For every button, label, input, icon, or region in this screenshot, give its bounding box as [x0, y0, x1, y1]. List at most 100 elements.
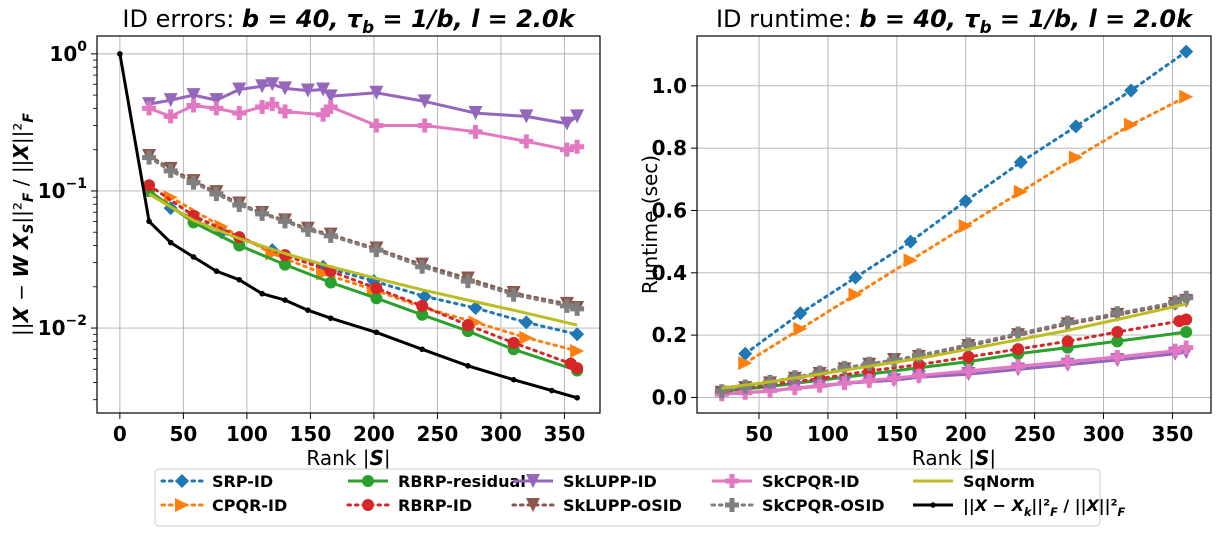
legend-label: RBRP-residual	[398, 472, 526, 491]
data-point	[1068, 150, 1083, 165]
data-point	[209, 101, 224, 116]
data-point	[146, 218, 152, 225]
data-point	[373, 329, 380, 336]
data-point	[1179, 340, 1194, 355]
series-line	[148, 82, 578, 126]
y-tick-label: 0.2	[652, 323, 687, 347]
data-point	[369, 118, 384, 133]
data-point	[958, 219, 973, 234]
data-point	[837, 360, 852, 375]
series-cpqr-id	[738, 89, 1194, 371]
data-point	[571, 362, 584, 375]
data-point	[887, 371, 902, 386]
data-point	[417, 289, 432, 304]
axes-frame	[696, 35, 1212, 414]
data-point	[519, 134, 534, 149]
x-tick-label: 200	[353, 422, 395, 446]
data-point	[570, 109, 585, 124]
data-point	[417, 94, 432, 109]
y-tick-label: 10−1	[38, 176, 87, 203]
data-point	[848, 270, 863, 285]
data-point	[862, 356, 877, 371]
data-point	[912, 358, 925, 371]
data-point	[209, 187, 224, 202]
data-point	[236, 276, 243, 283]
data-point	[519, 109, 534, 124]
data-point	[548, 387, 555, 394]
y-axis-label: ||X − W XS||²F / ||X||²F​	[9, 113, 37, 336]
x-tick-label: 250	[417, 422, 459, 446]
grid	[97, 36, 600, 413]
legend-entry-skcpqr-id: SkCPQR-ID	[712, 472, 859, 491]
legend: SRP-ID CPQR-ID RBRP-residual RBRP-ID SkLUPP-…	[154, 468, 1125, 527]
series-rbrp-residual	[143, 184, 584, 377]
data-point	[1124, 117, 1139, 132]
data-point	[232, 82, 247, 97]
data-point	[1011, 359, 1026, 374]
data-point	[1011, 326, 1026, 341]
legend-entry-srp-id: SRP-ID	[160, 472, 273, 491]
runtime-plot: 50 100 150 200 250 300 350 0.0 0.2 0.4 0.6 0.8 1.0 ID…	[638, 5, 1212, 470]
data-point	[1168, 295, 1183, 310]
data-point	[163, 109, 178, 124]
legend-entry-sqnorm: SqNorm	[913, 472, 1035, 491]
x-tick-label: 300	[480, 422, 522, 446]
data-point	[209, 93, 224, 108]
data-point	[559, 116, 574, 131]
data-point	[186, 88, 201, 103]
data-point	[848, 287, 863, 302]
data-point	[862, 373, 877, 388]
data-point	[190, 254, 197, 260]
series-line	[743, 50, 1188, 356]
data-point	[793, 321, 808, 336]
data-point	[369, 85, 384, 100]
data-point	[277, 214, 292, 229]
data-point	[163, 190, 178, 205]
data-point	[316, 107, 331, 122]
legend-entry-sklupp-id: SkLUPP-ID	[513, 472, 657, 491]
legend-label: SkLUPP-OSID	[563, 496, 682, 515]
data-point	[265, 97, 280, 112]
data-point	[305, 307, 311, 313]
chart-title: ID runtime: b = 40, τb​ = 1/b, l = 2.0k	[716, 5, 1194, 37]
series-x-x-k-f-x-f	[117, 51, 580, 401]
legend-entry-x-x-k-f-x-f: ||X − Xk||²F / ||X||²F​	[913, 496, 1125, 519]
data-point	[327, 315, 334, 321]
data-point	[419, 346, 425, 353]
data-point	[468, 124, 483, 139]
y-tick-label: 0.4	[652, 261, 687, 285]
data-point	[255, 79, 270, 94]
x-tick-label: 350	[1152, 422, 1194, 446]
legend-entry-sklupp-osid: SkLUPP-OSID	[511, 496, 682, 515]
data-point	[506, 287, 521, 302]
data-point	[142, 150, 157, 165]
legend-entry-skcpqr-osid: SkCPQR-OSID	[710, 496, 885, 515]
data-point	[1180, 313, 1193, 326]
data-point	[559, 298, 574, 313]
data-point	[461, 319, 474, 332]
data-point	[323, 228, 338, 243]
series-skcpqr-osid	[142, 150, 585, 316]
x-tick-label: 150	[876, 422, 918, 446]
data-point	[323, 89, 338, 104]
legend-marker	[526, 498, 540, 512]
data-point	[265, 77, 280, 92]
chart-title: ID errors: b = 40, τb​ = 1/b, l = 2.0k	[122, 5, 576, 37]
data-point	[1061, 335, 1074, 348]
series-skcpqr-id	[142, 97, 585, 157]
data-point	[812, 365, 827, 380]
series-line	[721, 302, 1187, 390]
data-point	[213, 268, 220, 274]
x-tick-label: 350	[544, 422, 586, 446]
data-point	[911, 348, 926, 363]
legend-label: SkCPQR-ID	[762, 472, 859, 491]
data-point	[793, 306, 808, 321]
data-point	[460, 274, 475, 289]
data-point	[468, 301, 483, 316]
data-point	[714, 384, 729, 399]
series-line	[148, 189, 578, 372]
y-tick-label: 0.6	[652, 198, 687, 222]
legend-label: ||X − Xk||²F / ||X||²F​	[963, 496, 1125, 519]
data-point	[255, 206, 270, 221]
series-skcpqr-id	[714, 340, 1194, 402]
